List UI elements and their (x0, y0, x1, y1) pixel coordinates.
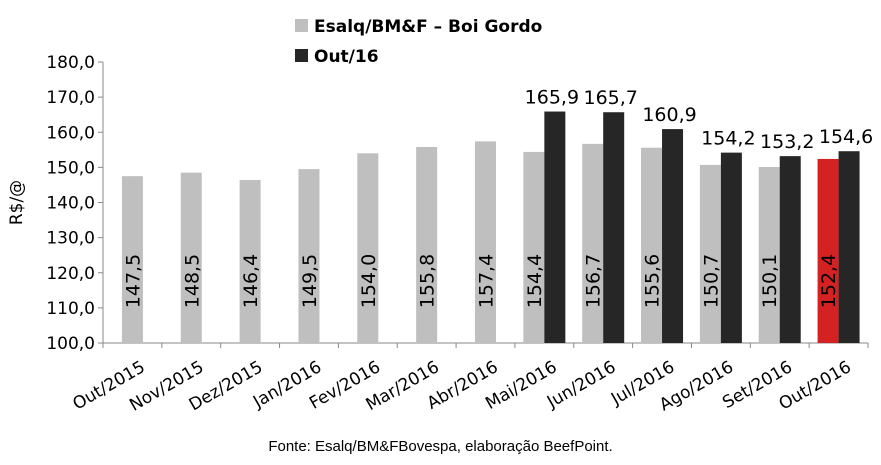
bar-label-out16: 154,6 (819, 126, 873, 148)
bar-out16 (662, 129, 684, 343)
y-tick-label: 150,0 (46, 158, 95, 178)
bar-label-esalq: 148,5 (181, 254, 203, 308)
bar-label-out16: 165,9 (525, 87, 579, 109)
bar-esalq (121, 176, 143, 343)
bar-label-esalq: 152,4 (818, 254, 840, 308)
y-tick-label: 180,0 (46, 53, 95, 73)
bar-esalq (758, 167, 780, 343)
bar-label-out16: 165,7 (583, 87, 637, 109)
bar-esalq (357, 153, 379, 343)
bar-label-esalq: 150,7 (700, 254, 722, 308)
bar-label-esalq: 146,4 (240, 254, 262, 308)
bars (121, 111, 860, 344)
bar-esalq (699, 164, 721, 343)
bar-out16 (779, 156, 801, 343)
legend: Esalq/BM&F – Boi Gordo Out/16 (295, 17, 542, 67)
bar-out16 (544, 111, 566, 344)
bar-label-esalq: 147,5 (122, 254, 144, 308)
bar-label-out16: 154,2 (701, 128, 755, 150)
source-note: Fonte: Esalq/BM&FBovespa, elaboração Bee… (268, 438, 613, 455)
bar-out16 (603, 112, 625, 343)
bar-esalq (523, 151, 545, 343)
y-tick-label: 100,0 (46, 334, 95, 354)
y-tick-label: 120,0 (46, 264, 95, 284)
legend-label: Esalq/BM&F – Boi Gordo (314, 17, 542, 37)
bar-out16 (838, 151, 860, 343)
legend-label: Out/16 (314, 47, 379, 67)
bar-esalq (239, 180, 261, 343)
x-axis: Out/2015Nov/2015Dez/2015Jan/2016Fev/2016… (69, 342, 869, 416)
bar-label-esalq: 157,4 (476, 254, 498, 308)
y-tick-label: 140,0 (46, 194, 95, 214)
bar-esalq (817, 158, 839, 343)
legend-swatch (295, 19, 308, 32)
bar-label-esalq: 154,4 (524, 254, 546, 308)
bar-label-esalq: 156,7 (583, 254, 605, 308)
y-tick-label: 130,0 (46, 229, 95, 249)
bar-esalq (298, 169, 320, 343)
y-axis: 100,0 110,0 120,0 130,0 140,0 150,0 160,0 170,0… (7, 53, 104, 354)
y-axis-title: R$/@ (7, 180, 27, 225)
y-tick-label: 160,0 (46, 123, 95, 143)
bar-out16 (720, 152, 742, 343)
bar-label-out16: 153,2 (760, 131, 814, 153)
bar-label-esalq: 155,8 (417, 254, 439, 308)
y-tick-label: 110,0 (46, 299, 95, 319)
bar-esalq (641, 147, 663, 343)
bar-esalq (582, 143, 604, 343)
bar-label-out16: 160,9 (642, 104, 696, 126)
y-tick-label: 170,0 (46, 88, 95, 108)
bar-label-esalq: 154,0 (358, 254, 380, 308)
data-labels: 147,5 148,5 146,4 149,5 154,0 155,8 157,4 154,4… (122, 87, 873, 309)
bar-esalq (180, 172, 202, 343)
bar-esalq (416, 147, 438, 343)
bar-label-esalq: 150,1 (759, 254, 781, 308)
legend-swatch (295, 49, 308, 62)
bar-label-esalq: 149,5 (299, 254, 321, 308)
bar-esalq (475, 141, 496, 343)
bar-label-esalq: 155,6 (642, 254, 664, 308)
